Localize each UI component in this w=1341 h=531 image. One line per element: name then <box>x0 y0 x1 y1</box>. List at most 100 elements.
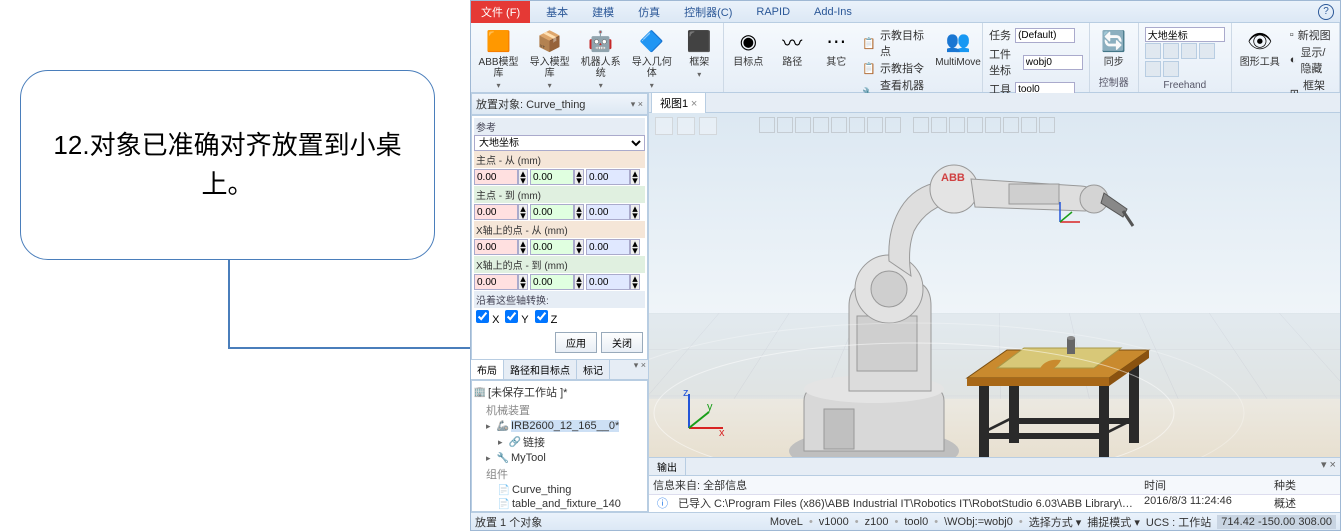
ribbon-group-settings: 任务 工件坐标 工具 设置 <box>983 23 1090 92</box>
btn-teach-target[interactable]: 📋示教目标点 <box>862 27 932 59</box>
btn-import-geometry[interactable]: 🔷导入几何体▾ <box>628 25 675 92</box>
check-y[interactable]: Y <box>505 310 528 326</box>
spin-down[interactable]: ▾ <box>519 177 527 184</box>
tree-root[interactable]: 🏢[未保存工作站 ]* <box>474 383 645 401</box>
station-icon: 🏢 <box>474 386 486 398</box>
status-wobj[interactable]: \WObj:=wobj0 <box>944 516 1013 528</box>
freehand-tool-icon[interactable] <box>1145 61 1161 77</box>
label-to-x: X轴上的点 - 到 (mm) <box>474 256 645 273</box>
close-button[interactable]: 关闭 <box>601 332 643 353</box>
coord-system-combo[interactable]: 大地坐标 <box>474 135 645 151</box>
menu-modeling[interactable]: 建模 <box>580 4 626 20</box>
menu-rapid[interactable]: RAPID <box>744 6 802 18</box>
drag-tool-icon[interactable] <box>1199 43 1215 59</box>
to-main-y[interactable]: 0.00 <box>530 204 574 220</box>
to-x-z[interactable]: 0.00 <box>586 274 630 290</box>
menu-basic[interactable]: 基本 <box>534 4 580 20</box>
output-panel: 输出 ▾ × 信息来自: 全部信息 时间 种类 ⓘ已导入 C:\Program F… <box>649 457 1340 512</box>
part-icon: 📄 <box>498 484 510 496</box>
tree-linkage[interactable]: ▸🔗链接 <box>474 433 645 451</box>
label-axis-transform: 沿着这些轴转换: <box>474 291 645 308</box>
output-tab[interactable]: 输出 <box>649 458 686 475</box>
btn-abb-model-lib[interactable]: 🟧ABB模型库▾ <box>475 25 522 92</box>
tab-tags[interactable]: 标记 <box>577 360 610 379</box>
status-tool[interactable]: tool0 <box>904 516 928 528</box>
from-x-x[interactable]: 0.00 <box>474 239 518 255</box>
check-z[interactable]: Z <box>535 310 558 326</box>
check-x[interactable]: X <box>476 310 499 326</box>
jog-tool-icon[interactable] <box>1181 43 1197 59</box>
freehand-tool-icon[interactable] <box>1163 61 1179 77</box>
from-main-x[interactable]: 0.00 <box>474 169 518 185</box>
tree-item-curve[interactable]: 📄Curve_thing <box>474 483 645 497</box>
output-header: 信息来自: 全部信息 时间 种类 <box>649 476 1340 495</box>
tutorial-callout: 12.对象已准确对齐放置到小桌上。 <box>20 70 435 260</box>
output-row[interactable]: ⓘ已导入 C:\Program Files (x86)\ABB Industri… <box>649 495 1340 511</box>
status-zone[interactable]: z100 <box>865 516 889 528</box>
tool-icon: 🔧 <box>497 452 509 464</box>
to-main-x[interactable]: 0.00 <box>474 204 518 220</box>
tree-pin-icon[interactable]: ▾ × <box>632 360 648 379</box>
vp-tool-icon[interactable] <box>655 117 673 135</box>
menu-addins[interactable]: Add-Ins <box>802 6 864 18</box>
file-menu[interactable]: 文件 (F) <box>471 1 530 23</box>
pin-icon[interactable]: ▾ × <box>631 99 643 110</box>
label-to-main: 主点 - 到 (mm) <box>474 186 645 203</box>
btn-show-hide[interactable]: ◐显示/隐藏 <box>1290 44 1333 76</box>
svg-text:ABB: ABB <box>941 172 965 184</box>
move-tool-icon[interactable] <box>1145 43 1161 59</box>
place-panel-title: 放置对象: Curve_thing <box>476 96 585 112</box>
status-speed[interactable]: v1000 <box>819 516 849 528</box>
teach-instr-icon: 📋 <box>862 62 876 75</box>
tree-cat-components: 组件 <box>474 465 645 483</box>
ribbon-group-freehand: Freehand <box>1139 23 1232 92</box>
btn-robot-system[interactable]: 🤖机器人系统▾ <box>577 25 624 92</box>
3d-viewport[interactable]: ABB <box>649 113 1340 457</box>
tree-item-table[interactable]: 📄table_and_fixture_140 <box>474 497 645 511</box>
menu-controller[interactable]: 控制器(C) <box>672 4 744 20</box>
to-x-y[interactable]: 0.00 <box>530 274 574 290</box>
btn-frame[interactable]: ⬛框架▾ <box>679 25 719 92</box>
status-movel[interactable]: MoveL <box>770 516 803 528</box>
vp-toolbar <box>655 117 717 135</box>
btn-import-model-lib[interactable]: 📦导入模型库▾ <box>526 25 573 92</box>
label-wobj: 工件坐标 <box>989 46 1019 78</box>
tcp-triad-icon <box>1054 198 1084 228</box>
status-snap-mode[interactable]: 捕捉模式 ▾ <box>1087 514 1140 530</box>
menu-simulation[interactable]: 仿真 <box>626 4 672 20</box>
ribbon-group-graphics: 👁图形工具 ▫新视图 ◐显示/隐藏 ⊞框架尺寸 图形 <box>1232 23 1340 92</box>
to-main-z[interactable]: 0.00 <box>586 204 630 220</box>
vp-tool-icon[interactable] <box>677 117 695 135</box>
from-main-y[interactable]: 0.00 <box>530 169 574 185</box>
import-lib-icon: 📦 <box>536 27 564 55</box>
from-x-y[interactable]: 0.00 <box>530 239 574 255</box>
world-triad-icon: z x y <box>679 388 729 438</box>
from-x-z[interactable]: 0.00 <box>586 239 630 255</box>
menu-bar: 文件 (F) 基本 建模 仿真 控制器(C) RAPID Add-Ins ? <box>471 1 1340 23</box>
coord-frame-combo[interactable] <box>1145 27 1225 42</box>
from-main-z[interactable]: 0.00 <box>586 169 630 185</box>
link-icon: 🔗 <box>509 436 521 448</box>
ribbon-group-title: 控制器 <box>1094 73 1134 90</box>
rotate-tool-icon[interactable] <box>1163 43 1179 59</box>
status-select-mode[interactable]: 选择方式 ▾ <box>1029 514 1082 530</box>
wobj-combo[interactable] <box>1023 55 1083 70</box>
tree-robot[interactable]: ▸🦾IRB2600_12_165__0* <box>474 419 645 433</box>
tab-paths[interactable]: 路径和目标点 <box>504 360 577 379</box>
apply-button[interactable]: 应用 <box>555 332 597 353</box>
output-pin-icon[interactable]: ▾ × <box>1317 458 1340 475</box>
other-icon: ⋯ <box>822 27 850 55</box>
tab-layout[interactable]: 布局 <box>471 360 504 379</box>
btn-sync[interactable]: 🔄同步 <box>1094 25 1134 73</box>
help-icon[interactable]: ? <box>1318 4 1334 20</box>
callout-arrow-stem <box>228 260 230 348</box>
to-x-x[interactable]: 0.00 <box>474 274 518 290</box>
btn-new-view[interactable]: ▫新视图 <box>1290 27 1333 43</box>
task-combo[interactable] <box>1015 28 1075 43</box>
chevron-down-icon: ▾ <box>497 81 501 90</box>
viewport-wrap: 视图1 × <box>649 93 1340 512</box>
viewport-tab-1[interactable]: 视图1 × <box>651 92 706 113</box>
btn-teach-instruction[interactable]: 📋示教指令 <box>862 60 932 76</box>
tree-mytool[interactable]: ▸🔧MyTool <box>474 451 645 465</box>
teach-target-icon: 📋 <box>862 37 876 50</box>
